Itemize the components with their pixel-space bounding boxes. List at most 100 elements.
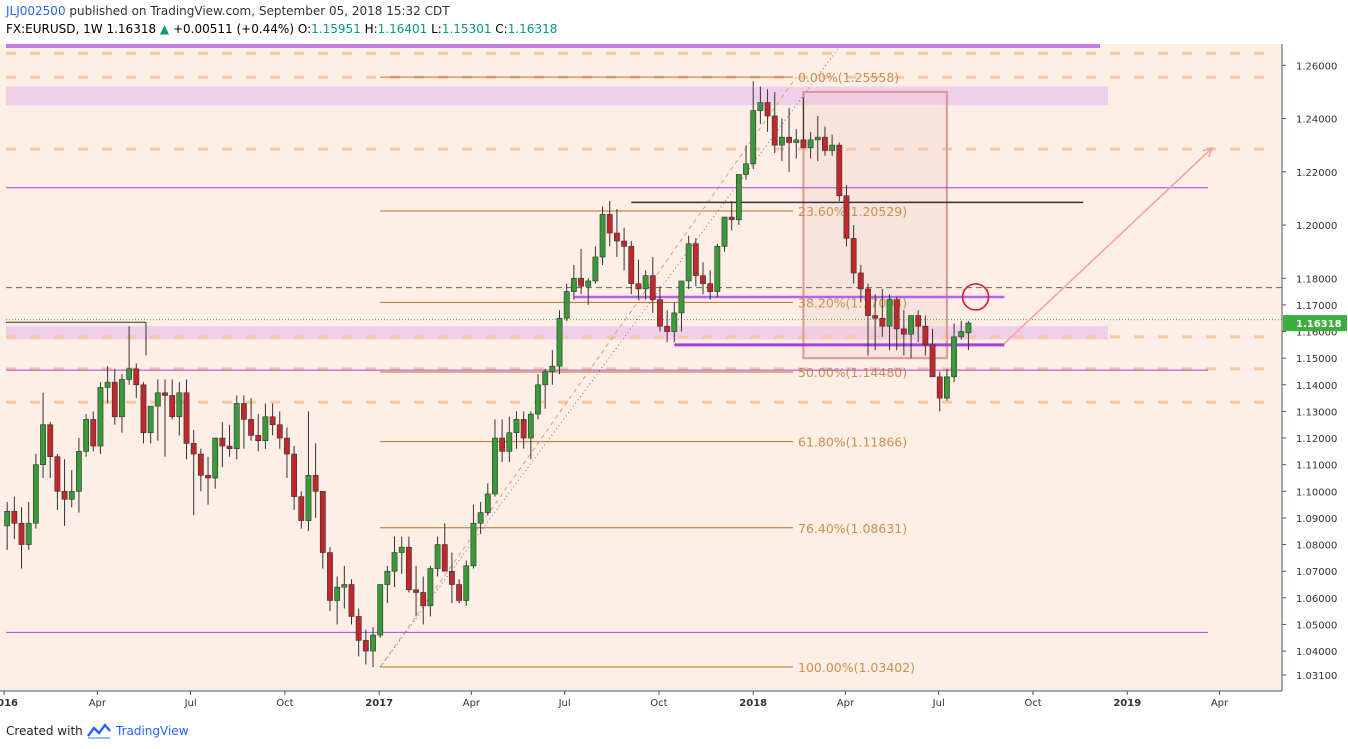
candle (97, 382, 104, 455)
candle-body-down (284, 437, 290, 455)
price-chart[interactable]: 0.00%(1.25558) 23.60%(1.20529) 38.20%(1.17… (0, 38, 1348, 716)
symbol-label[interactable]: FX:EURUSD, 1W (6, 22, 103, 36)
price-tick-label-11: 1.11000 (1296, 461, 1337, 472)
candle (671, 302, 678, 343)
time-tick-label-5: Apr (463, 698, 481, 709)
candle-body-up (233, 403, 240, 450)
candle-body-up (570, 278, 577, 292)
time-tick-label-4: 2017 (365, 698, 393, 709)
candle (312, 443, 319, 518)
high-value: 1.16401 (377, 22, 428, 36)
candle (104, 366, 111, 404)
candle-body-up (370, 634, 376, 652)
candle-body-down (700, 275, 706, 284)
candle (83, 414, 89, 457)
price-tick-label-2: 1.22000 (1296, 168, 1337, 179)
candle-body-down (614, 232, 620, 242)
candle (226, 424, 233, 457)
candle-body-up (4, 510, 11, 527)
tradingview-logo-icon[interactable] (86, 722, 112, 740)
time-tick-label-0: 2016 (0, 698, 18, 709)
low-label: L: (431, 22, 442, 36)
candle (276, 411, 283, 449)
candle (943, 368, 950, 401)
chart-area[interactable]: 0.00%(1.25558) 23.60%(1.20529) 38.20%(1.17… (0, 38, 1348, 720)
candle (664, 310, 671, 343)
candle-body-up (549, 365, 556, 372)
candle-body-up (793, 139, 800, 143)
candle-body-down (771, 115, 778, 146)
price-tick-label-1: 1.24000 (1296, 115, 1337, 126)
candle-body-up (908, 315, 914, 335)
candle (162, 379, 168, 457)
candle (714, 243, 721, 297)
candle-body-up (154, 392, 161, 407)
candle-body-up (965, 322, 972, 334)
candle-body-down (441, 544, 448, 572)
fib-label-6: 100.00%(1.03402) (798, 660, 915, 675)
fib-trend-line (379, 76, 797, 668)
candle-body-up (305, 475, 312, 521)
time-tick-label-8: 2018 (739, 698, 767, 709)
author-link[interactable]: JLJ002500 (6, 4, 66, 18)
candle (822, 126, 828, 156)
candle-body-up (757, 102, 764, 111)
candle-body-up (527, 413, 534, 439)
candle-body-up (779, 136, 785, 146)
last-price-tag-label: 1.16318 (1296, 319, 1342, 330)
candle-body-down (872, 315, 879, 319)
candle (355, 608, 362, 657)
tradingview-brand-link[interactable]: TradingView (116, 724, 189, 738)
candle-body-up (384, 570, 391, 585)
highlight-circle (961, 283, 990, 311)
candle-body-up (147, 405, 154, 434)
ohlc-line: FX:EURUSD, 1W 1.16318 ▲ +0.00511 (+0.44%… (6, 22, 557, 36)
candle-body-up (484, 493, 491, 513)
candle-body-down (90, 419, 97, 447)
candle-body-up (477, 512, 484, 524)
candle (879, 288, 886, 337)
candle-body-down (936, 376, 943, 399)
candle (255, 414, 262, 452)
candle (814, 115, 821, 162)
time-tick-label-12: 2019 (1113, 698, 1141, 709)
candle (456, 579, 463, 604)
candle-body-down (692, 243, 699, 276)
candle (240, 395, 247, 449)
candle (348, 579, 355, 625)
candle-body-down (707, 283, 714, 292)
candle-body-up (750, 110, 757, 165)
candle (649, 257, 656, 313)
candle-body-down (606, 214, 613, 234)
projection-arrow (1003, 147, 1213, 345)
candle-body-down (850, 238, 857, 274)
candle-body-down (11, 510, 18, 524)
candle-body-down (269, 416, 276, 426)
candle (441, 523, 448, 572)
candle (771, 91, 778, 154)
change-value: +0.00511 (+0.44%) (172, 22, 295, 36)
time-tick-label-2: Jul (184, 698, 197, 709)
candle-body-up (68, 491, 75, 500)
candle (147, 405, 154, 444)
candle-body-down (649, 275, 656, 300)
candle (18, 507, 25, 569)
candle-body-down (728, 216, 735, 221)
last-price-tag (1283, 315, 1347, 332)
candle-body-down (922, 325, 929, 346)
candle (836, 142, 843, 202)
price-tick-label-0: 1.26000 (1296, 61, 1337, 72)
candle-body-up (76, 451, 82, 492)
candle (929, 328, 936, 378)
candle-body-up (97, 387, 104, 447)
candle (176, 382, 183, 436)
candle (205, 456, 211, 505)
candle-body-down (18, 522, 25, 545)
candle (657, 286, 663, 332)
candle-body-up (685, 243, 692, 282)
candle-body-down (362, 640, 369, 652)
price-tick-label-5: 1.17000 (1296, 301, 1337, 312)
candle (154, 379, 161, 441)
price-tick-label-8: 1.14000 (1296, 381, 1337, 392)
candle-body-up (126, 368, 133, 380)
